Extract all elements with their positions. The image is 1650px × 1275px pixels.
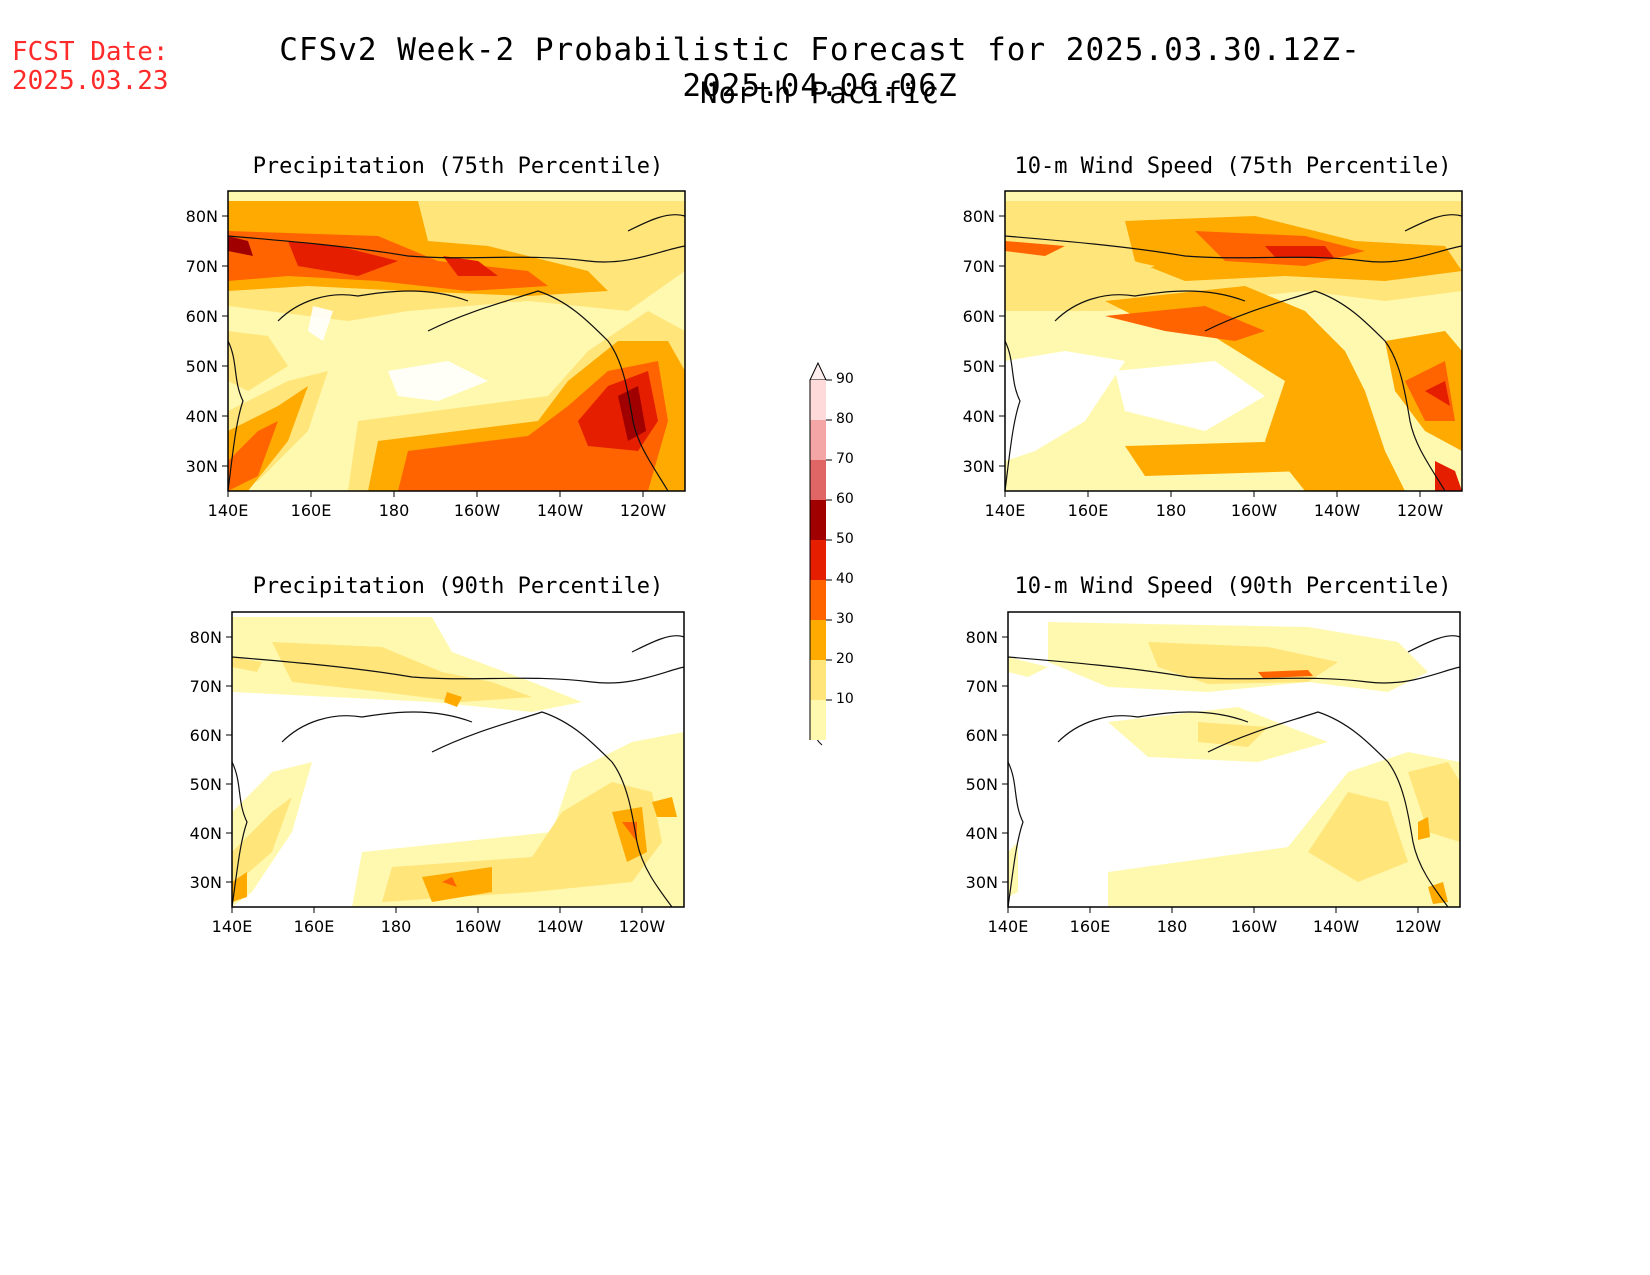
x-tick: 120W xyxy=(1395,917,1442,936)
x-tick: 120W xyxy=(1397,501,1444,520)
colorbar: 90 80 70 60 50 40 30 20 10 xyxy=(809,361,854,746)
y-tick: 70N xyxy=(966,677,998,696)
y-tick: 70N xyxy=(186,257,218,276)
map-precip75: 80N 70N 60N 50N 40N 30N 140E 160E 180 16… xyxy=(186,190,686,520)
y-tick: 60N xyxy=(186,307,218,326)
coastlines xyxy=(231,635,685,908)
y-tick: 70N xyxy=(190,677,222,696)
y-tick: 80N xyxy=(966,628,998,647)
y-tick: 30N xyxy=(186,457,218,476)
x-tick: 140E xyxy=(212,917,253,936)
colorbar-swatch-40 xyxy=(810,580,826,620)
colorbar-label: 20 xyxy=(836,651,854,667)
x-tick: 180 xyxy=(1156,501,1187,520)
x-tick: 120W xyxy=(620,501,667,520)
y-tick: 50N xyxy=(190,775,222,794)
forecast-date-label: FCST Date: xyxy=(12,37,169,67)
coastlines xyxy=(1007,635,1461,908)
x-tick: 120W xyxy=(619,917,666,936)
y-tick: 80N xyxy=(190,628,222,647)
x-tick: 160W xyxy=(454,501,501,520)
frame xyxy=(227,190,686,492)
colorbar-label: 80 xyxy=(836,411,854,427)
colorbar-swatch-30 xyxy=(810,620,826,660)
x-tick: 160E xyxy=(291,501,332,520)
y-tick: 50N xyxy=(963,357,995,376)
colorbar-swatch-80 xyxy=(810,420,826,460)
y-tick: 40N xyxy=(190,824,222,843)
panel-title-precip75: Precipitation (75th Percentile) xyxy=(252,154,664,179)
colorbar-label: 50 xyxy=(836,531,854,547)
y-tick: 60N xyxy=(190,726,222,745)
y-tick: 30N xyxy=(190,873,222,892)
x-tick: 140W xyxy=(1313,917,1360,936)
frame xyxy=(1004,190,1463,492)
x-tick: 180 xyxy=(381,917,412,936)
y-tick: 40N xyxy=(186,407,218,426)
colorbar-label: 10 xyxy=(836,691,854,707)
colorbar-top-arrow xyxy=(809,361,827,381)
colorbar-swatch-60 xyxy=(810,500,826,540)
x-tick: 140W xyxy=(537,917,584,936)
frame xyxy=(1007,611,1461,908)
x-tick: 180 xyxy=(379,501,410,520)
y-tick: 80N xyxy=(963,207,995,226)
frame xyxy=(231,611,685,908)
forecast-date: FCST Date: 2025.03.23 xyxy=(12,38,169,96)
colorbar-label: 30 xyxy=(836,611,854,627)
fill-layer xyxy=(232,612,684,907)
colorbar-swatch-70 xyxy=(810,460,826,500)
y-tick: 30N xyxy=(966,873,998,892)
panel-title-precip90: Precipitation (90th Percentile) xyxy=(252,574,664,599)
colorbar-label: 40 xyxy=(836,571,854,587)
x-tick: 180 xyxy=(1157,917,1188,936)
coastlines xyxy=(227,214,686,492)
x-tick: 160W xyxy=(1231,501,1278,520)
map-wind90: 80N 70N 60N 50N 40N 30N 140E 160E 180 16… xyxy=(966,611,1461,936)
x-tick: 160W xyxy=(455,917,502,936)
x-tick: 140E xyxy=(988,917,1029,936)
y-tick: 40N xyxy=(963,407,995,426)
colorbar-swatch-20 xyxy=(810,660,826,700)
y-tick: 60N xyxy=(966,726,998,745)
y-tick: 60N xyxy=(963,307,995,326)
forecast-date-value: 2025.03.23 xyxy=(12,66,169,96)
colorbar-label: 70 xyxy=(836,451,854,467)
y-tick: 50N xyxy=(966,775,998,794)
x-tick: 140W xyxy=(1314,501,1361,520)
colorbar-label: 60 xyxy=(836,491,854,507)
map-precip90: 80N 70N 60N 50N 40N 30N 140E 160E 180 16… xyxy=(190,611,685,936)
fill-layer xyxy=(1005,191,1462,491)
x-tick: 160E xyxy=(1070,917,1111,936)
page-subtitle: North Pacific xyxy=(700,76,940,110)
panel-title-wind90: 10-m Wind Speed (90th Percentile) xyxy=(1014,574,1452,599)
x-tick: 140E xyxy=(985,501,1026,520)
map-wind75: 80N 70N 60N 50N 40N 30N 140E 160E 180 16… xyxy=(963,190,1463,520)
fill-layer xyxy=(228,191,685,491)
y-tick: 70N xyxy=(963,257,995,276)
x-tick: 160W xyxy=(1231,917,1278,936)
colorbar-label: 90 xyxy=(836,371,854,387)
y-tick: 80N xyxy=(186,207,218,226)
y-tick: 30N xyxy=(963,457,995,476)
page-title: CFSv2 Week-2 Probabilistic Forecast for … xyxy=(279,32,1361,104)
y-tick: 50N xyxy=(186,357,218,376)
x-tick: 140W xyxy=(537,501,584,520)
colorbar-swatch-50 xyxy=(810,540,826,580)
panel-title-wind75: 10-m Wind Speed (75th Percentile) xyxy=(1014,154,1452,179)
x-tick: 140E xyxy=(208,501,249,520)
x-tick: 160E xyxy=(1068,501,1109,520)
x-tick: 160E xyxy=(294,917,335,936)
colorbar-swatch-10 xyxy=(810,700,826,740)
coastlines xyxy=(1004,214,1463,492)
fill-layer xyxy=(1008,612,1460,907)
y-tick: 40N xyxy=(966,824,998,843)
